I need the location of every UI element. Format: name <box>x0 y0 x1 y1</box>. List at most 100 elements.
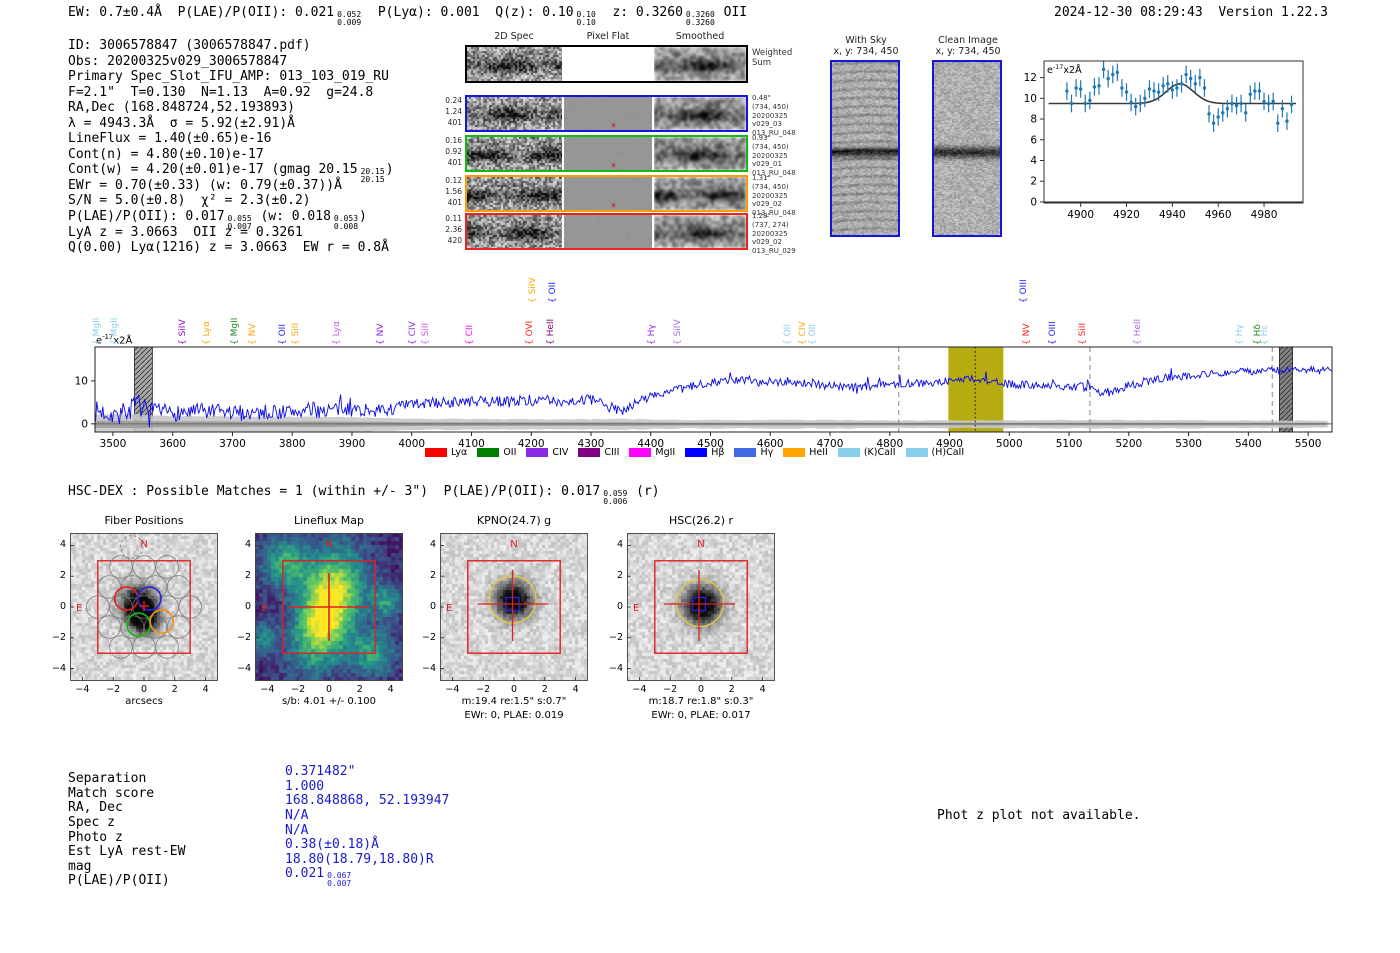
y-tick-label: −2 <box>51 631 66 643</box>
fiber-positions-overlay: NE <box>70 533 218 681</box>
hsc-image <box>627 533 775 681</box>
legend-label: OII <box>503 447 517 458</box>
match-row-label: RA, Dec <box>68 800 123 816</box>
match-row-value: 0.021 0.067 0.007 <box>285 866 352 888</box>
spec2d-row <box>465 213 748 250</box>
full-spectrum-plot: 3500 3600 3700 3800 3900 4000 4100 4200 4300 4400… <box>75 346 1333 450</box>
legend-swatch <box>685 448 708 457</box>
spectral-line-label: { OII <box>278 324 289 345</box>
x-tick-label: −4 <box>260 684 275 695</box>
withsky-title: With Sky <box>845 35 887 46</box>
column-header-2d-spec: 2D Spec <box>494 31 534 42</box>
x-tick-label: −2 <box>663 684 678 695</box>
svg-text:5200: 5200 <box>1115 438 1142 450</box>
legend-item: MgII <box>629 447 675 458</box>
legend-label: CIII <box>604 447 620 458</box>
spectral-line-label: { MgII <box>109 317 120 345</box>
compass-north-label: N <box>325 539 332 550</box>
x-tick-label: 2 <box>728 684 735 695</box>
spec2d-cell <box>564 137 652 170</box>
compass-east-label: E <box>76 603 82 614</box>
svg-text:6: 6 <box>1030 134 1037 146</box>
svg-text:10: 10 <box>75 375 88 387</box>
spectral-line-label: { SiIV <box>177 319 188 345</box>
spectral-line-label: { SiII <box>1077 322 1088 345</box>
svg-text:0: 0 <box>1030 196 1037 208</box>
svg-text:4980: 4980 <box>1251 209 1278 221</box>
clean-coords: x, y: 734, 450 <box>935 46 1001 57</box>
match-row-value: 168.848868, 52.193947 <box>285 793 450 809</box>
x-tick-label: −2 <box>476 684 491 695</box>
spectral-line-label: { Hε <box>1260 324 1271 345</box>
source-info-block: ID: 3006578847 (3006578847.pdf) Obs: 2020… <box>68 38 394 256</box>
stacked-uncertainty: 0.067 0.007 <box>327 871 352 888</box>
svg-text:4500: 4500 <box>697 438 724 450</box>
compass-north-label: N <box>140 539 147 550</box>
info-line: S/N = 5.0(±0.8) χ² = 2.3(±0.2) <box>68 193 311 209</box>
spectral-line-label: { SiIV <box>528 277 539 303</box>
legend-label: Hβ <box>711 447 725 458</box>
smooth-image <box>654 177 746 210</box>
spec2d-row-meta: 1.28" (737, 274) 20200325 v029_02 013_RU… <box>752 212 796 256</box>
hsc-xlabel: m:18.7 re:1.8" s:0.3" <box>648 696 754 707</box>
spectral-line-label: { Hγ <box>646 324 657 345</box>
clean-image <box>934 62 1000 235</box>
svg-text:3900: 3900 <box>339 438 366 450</box>
x-tick-label: 4 <box>202 684 209 695</box>
svg-text:4600: 4600 <box>757 438 784 450</box>
legend-label: MgII <box>655 447 676 458</box>
hsc-overlay: NE <box>627 533 775 681</box>
spec2d-row-meta: 0.93" (734, 450) 20200325 v029_01 013_RU… <box>752 134 796 178</box>
spec2d-row-metrics: 0.24 1.24 401 <box>445 96 462 127</box>
y-tick-label: −4 <box>51 662 66 674</box>
report-timestamp: 2024-12-30 08:29:43 Version 1.22.3 <box>1054 5 1328 20</box>
y-tick-label: 0 <box>429 601 436 612</box>
svg-text:2: 2 <box>1030 176 1037 188</box>
spectral-line-label: { MgII <box>91 317 102 345</box>
kpno-title: KPNO(24.7) g <box>476 514 552 527</box>
compass-north-label: N <box>510 539 517 550</box>
kpno-xlabel: m:19.4 re:1.5" s:0.7" <box>461 696 567 707</box>
kpno-image <box>440 533 588 681</box>
x-tick-label: 4 <box>759 684 766 695</box>
x-tick-label: 0 <box>510 684 518 695</box>
y-tick-label: 2 <box>429 570 436 582</box>
legend-swatch <box>734 448 757 457</box>
spectral-line-label: { CIV <box>798 321 809 345</box>
legend-swatch <box>578 448 601 457</box>
match-row-label: Est LyA rest-EW <box>68 844 186 860</box>
kpno-caption: EWr: 0, PLAE: 0.019 <box>464 710 564 721</box>
spec2d-row <box>465 45 748 83</box>
y-tick-label: 0 <box>244 601 251 612</box>
flux-units-label: e-17x2Å <box>96 333 133 347</box>
emission-line-zoom-plot: 4900 4920 4940 4960 4980 0 2 4 6 8 10 12 <box>1024 60 1304 221</box>
x-tick-label: 2 <box>171 684 178 695</box>
hsc-match-header: HSC-DEX : Possible Matches = 1 (within +… <box>68 484 660 506</box>
info-line: P(LAE)/P(OII): 0.017 0.055 0.007 (w: 0.018… <box>68 209 367 231</box>
column-header-smoothed: Smoothed <box>675 31 725 42</box>
legend-swatch <box>526 448 549 457</box>
stacked-uncertainty: 0.3260 0.3260 <box>685 10 715 27</box>
info-line: LineFlux = 1.40(±0.65)e-16 <box>68 131 272 147</box>
svg-text:4940: 4940 <box>1159 209 1186 221</box>
legend-item: Hγ <box>734 447 773 458</box>
legend-item: Hβ <box>685 447 724 458</box>
stacked-uncertainty: 0.10 0.10 <box>576 10 596 27</box>
fiber-positions-title: Fiber Positions <box>104 514 184 527</box>
x-tick-label: 0 <box>697 684 705 695</box>
compass-east-label: E <box>633 603 639 614</box>
y-tick-label: 4 <box>244 539 251 551</box>
info-line: ID: 3006578847 (3006578847.pdf) <box>68 38 311 53</box>
spectral-line-label: { OVI <box>525 320 536 345</box>
spectral-line-label: { NV <box>1021 323 1032 345</box>
stacked-uncertainty: 0.052 0.009 <box>337 10 362 27</box>
spec2d-cell <box>467 97 562 130</box>
clean-title: Clean Image <box>938 35 998 46</box>
match-row-value: N/A <box>285 822 309 838</box>
spec2d-row <box>465 95 748 132</box>
match-row-value: 1.000 <box>285 778 325 794</box>
y-tick-label: −2 <box>236 631 251 643</box>
svg-text:4800: 4800 <box>876 438 903 450</box>
column-header-pixel-flat: Pixel Flat <box>586 31 630 42</box>
y-tick-label: −4 <box>236 662 251 674</box>
